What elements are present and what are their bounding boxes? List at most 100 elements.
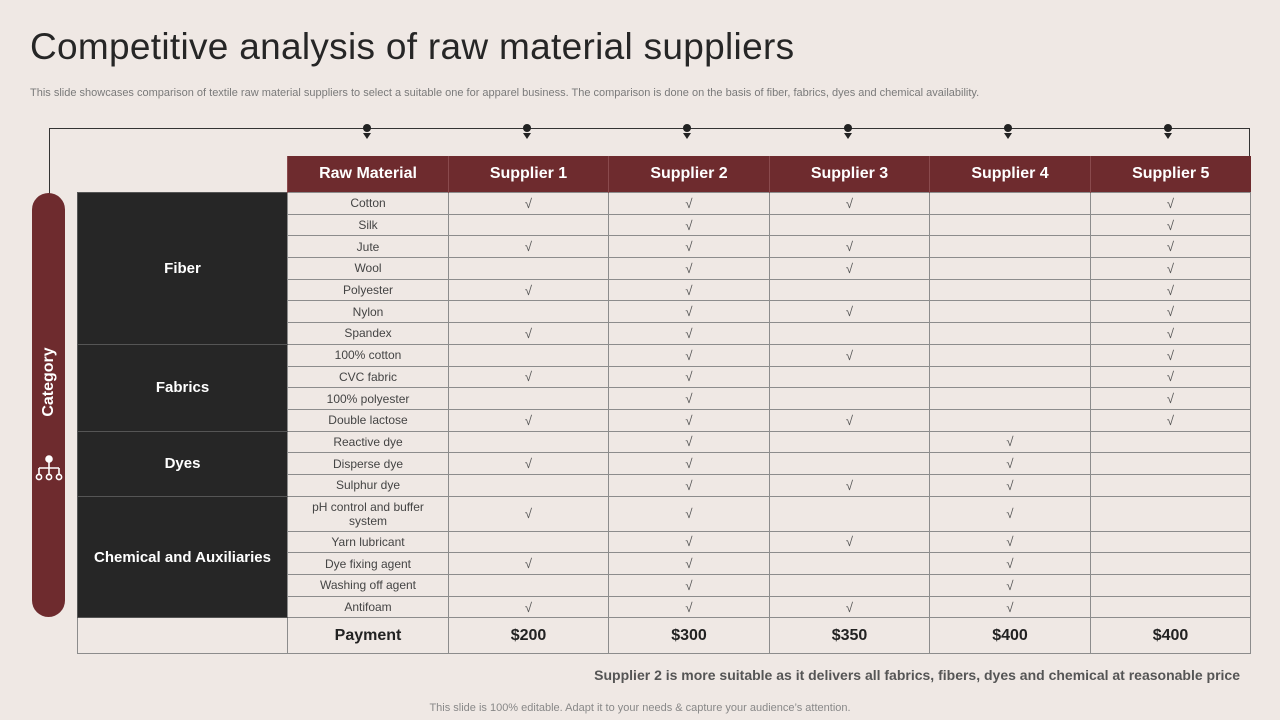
material-name: 100% cotton: [287, 343, 449, 367]
empty-cell: [769, 495, 930, 532]
material-name: Yarn lubricant: [287, 530, 449, 554]
pin-marker: [843, 124, 853, 140]
check-mark: √: [1090, 257, 1251, 280]
material-name: Nylon: [287, 300, 449, 324]
header-supplier-1: Supplier 1: [448, 156, 609, 193]
material-name: 100% polyester: [287, 387, 449, 410]
price-supplier-3: $350: [769, 617, 930, 655]
empty-cell: [929, 322, 1091, 345]
empty-cell: [448, 530, 609, 554]
empty-cell: [448, 430, 609, 454]
empty-cell: [1090, 452, 1251, 475]
check-mark: √: [1090, 408, 1251, 432]
table-row: Nylon √ √ √: [78, 300, 1251, 324]
check-mark: √: [608, 552, 770, 575]
check-mark: √: [929, 574, 1091, 597]
check-mark: √: [1090, 213, 1251, 237]
pin-marker: [1003, 124, 1013, 140]
check-mark: √: [608, 530, 770, 554]
material-name: pH control and buffer system: [287, 495, 449, 532]
header-supplier-2: Supplier 2: [608, 156, 770, 193]
header-supplier-5: Supplier 5: [1090, 156, 1251, 193]
empty-cell: [448, 387, 609, 410]
check-mark: √: [929, 452, 1091, 475]
material-name: Spandex: [287, 322, 449, 345]
check-mark: √: [1090, 322, 1251, 345]
empty-cell: [448, 300, 609, 324]
table-row: Spandex √ √ √: [78, 322, 1251, 345]
check-mark: √: [769, 235, 930, 259]
check-mark: √: [608, 192, 770, 215]
check-mark: √: [929, 595, 1091, 619]
empty-cell: [1090, 473, 1251, 497]
material-name: Wool: [287, 257, 449, 280]
check-mark: √: [448, 322, 609, 345]
category-bar: [32, 193, 65, 617]
table-row: Dyes Reactive dye √ √: [77, 430, 1251, 497]
check-mark: √: [929, 430, 1091, 454]
check-mark: √: [608, 322, 770, 345]
pin-marker: [522, 124, 532, 140]
empty-cell: [1090, 430, 1251, 454]
check-mark: √: [608, 473, 770, 497]
table-row: Double lactose √ √ √ √: [78, 408, 1251, 432]
empty-cell: [929, 365, 1091, 389]
material-name: Jute: [287, 235, 449, 259]
check-mark: √: [608, 574, 770, 597]
check-mark: √: [1090, 365, 1251, 389]
payment-label: Payment: [287, 617, 449, 655]
table-row: CVC fabric √ √ √: [78, 365, 1251, 389]
material-name: Antifoam: [287, 595, 449, 619]
empty-cell: [769, 452, 930, 475]
category-label: Category: [40, 347, 57, 417]
check-mark: √: [608, 300, 770, 324]
table-row: Jute √ √ √ √: [78, 235, 1251, 259]
empty-cell: [929, 235, 1091, 259]
check-mark: √: [929, 530, 1091, 554]
empty-cell: [769, 213, 930, 237]
empty-cell: [1090, 552, 1251, 575]
check-mark: √: [608, 235, 770, 259]
material-name: Silk: [287, 213, 449, 237]
header-raw-material: Raw Material: [287, 156, 449, 193]
connector-line: [49, 128, 1250, 129]
check-mark: √: [1090, 387, 1251, 410]
check-mark: √: [608, 452, 770, 475]
category-fiber: Fiber: [77, 192, 288, 345]
check-mark: √: [769, 192, 930, 215]
pin-marker: [362, 124, 372, 140]
table-row: Disperse dye √ √ √: [78, 452, 1251, 475]
check-mark: √: [448, 408, 609, 432]
table-row: Yarn lubricant √ √ √: [78, 530, 1251, 554]
empty-cell: [1090, 495, 1251, 532]
material-name: Disperse dye: [287, 452, 449, 475]
comparison-table: Raw Material Supplier 1 Supplier 2 Suppl…: [77, 156, 1251, 655]
price-supplier-2: $300: [608, 617, 770, 655]
check-mark: √: [769, 257, 930, 280]
empty-cell: [929, 343, 1091, 367]
empty-cell: [448, 574, 609, 597]
category-chemical-and-auxiliaries: Chemical and Auxiliaries: [77, 495, 288, 619]
check-mark: √: [608, 408, 770, 432]
empty-cell: [929, 192, 1091, 215]
pin-marker: [1163, 124, 1173, 140]
payment-row: Payment $200 $300 $350 $400 $400: [77, 617, 1251, 655]
check-mark: √: [448, 278, 609, 302]
material-name: Cotton: [287, 192, 449, 215]
check-mark: √: [929, 552, 1091, 575]
table-row: Sulphur dye √ √ √: [78, 473, 1251, 497]
check-mark: √: [608, 343, 770, 367]
check-mark: √: [769, 595, 930, 619]
check-mark: √: [1090, 278, 1251, 302]
material-name: Polyester: [287, 278, 449, 302]
check-mark: √: [769, 300, 930, 324]
table-row: Polyester √ √ √: [78, 278, 1251, 302]
empty-cell: [769, 552, 930, 575]
category-fabrics: Fabrics: [77, 343, 288, 432]
payment-blank: [77, 617, 288, 655]
check-mark: √: [1090, 300, 1251, 324]
table-row: Wool √ √ √: [78, 257, 1251, 280]
check-mark: √: [448, 452, 609, 475]
check-mark: √: [448, 595, 609, 619]
check-mark: √: [608, 257, 770, 280]
